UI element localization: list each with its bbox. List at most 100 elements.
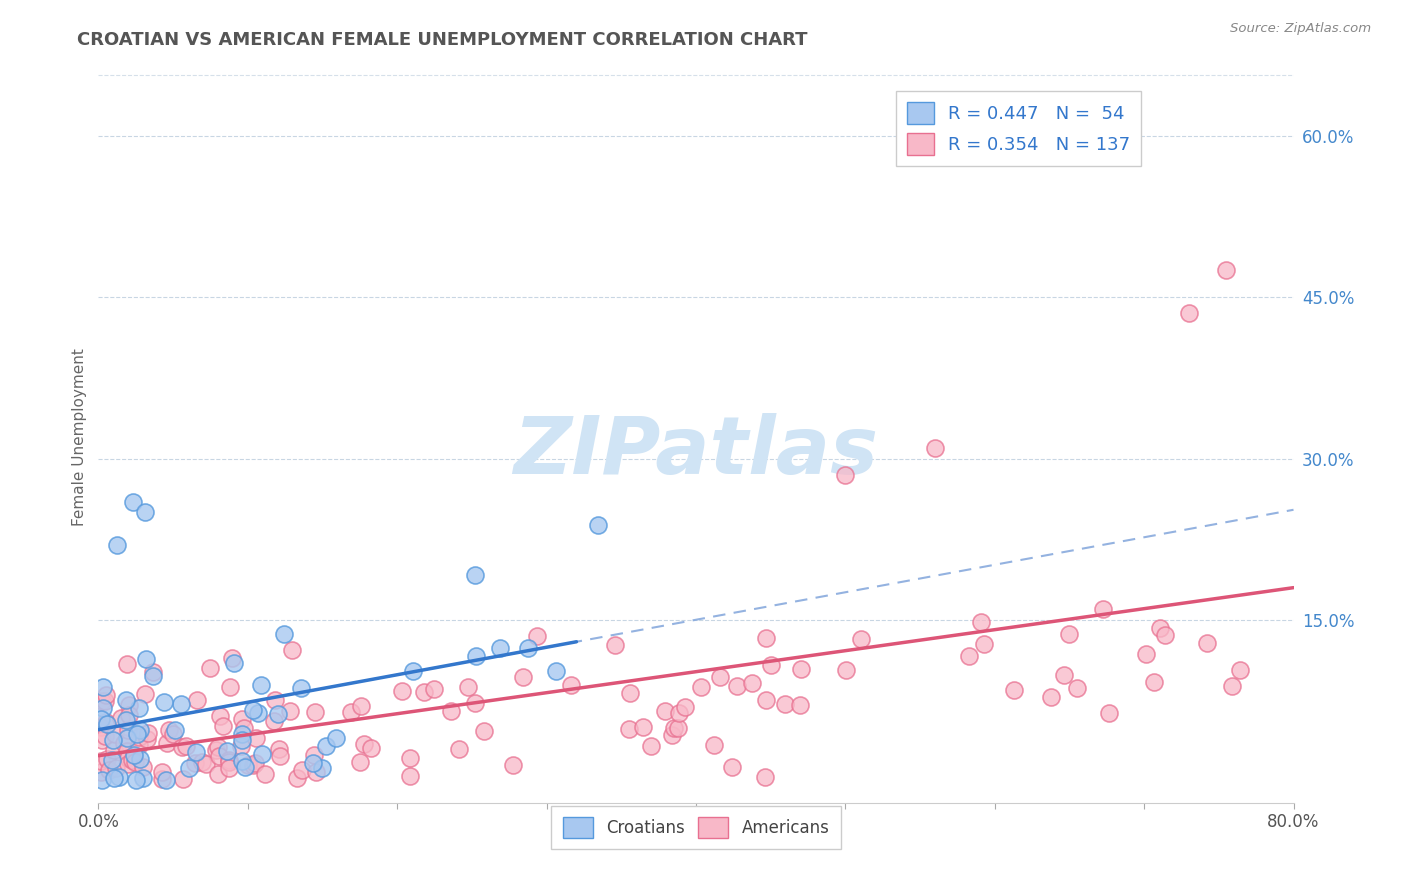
Point [1135,647,1157,661]
Point [957,649,980,664]
Point [402,665,425,679]
Point [1229,664,1251,678]
Point [118,708,141,723]
Point [90,712,112,726]
Point [94,694,117,708]
Point [118,698,141,713]
Point [1149,621,1171,635]
Point [150,772,173,787]
Point [273,627,295,641]
Point [96,688,118,702]
Point [619,722,641,736]
Point [172,772,194,787]
Point [311,760,333,774]
Point [603,638,626,652]
Point [155,773,177,788]
Point [517,640,540,655]
Point [170,739,193,754]
Point [1215,263,1237,277]
Point [247,706,270,721]
Point [117,756,139,771]
Y-axis label: Female Unemployment: Female Unemployment [72,348,87,526]
Point [218,753,240,767]
Point [114,692,136,706]
Point [970,615,993,630]
Point [112,736,135,750]
Point [236,758,259,772]
Point [1014,134,1036,148]
Point [709,670,731,684]
Point [115,731,138,746]
Point [413,685,436,699]
Point [128,730,150,744]
Point [654,705,676,719]
Point [152,765,174,780]
Point [90,733,112,747]
Point [924,441,946,455]
Point [242,758,264,772]
Point [789,698,811,712]
Point [245,731,267,745]
Point [464,568,486,582]
Point [391,684,413,698]
Point [105,538,128,552]
Point [229,739,252,754]
Point [233,760,256,774]
Point [263,714,285,728]
Point [134,687,156,701]
Point [457,681,479,695]
Point [117,750,139,764]
Point [690,680,713,694]
Point [278,704,301,718]
Point [207,739,229,754]
Point [512,670,534,684]
Text: ZIPatlas: ZIPatlas [513,413,879,491]
Point [231,754,253,768]
Point [834,467,856,482]
Point [349,755,371,769]
Point [124,747,146,762]
Point [304,705,326,719]
Point [301,756,323,771]
Point [157,723,180,737]
Point [290,681,312,695]
Point [447,742,470,756]
Point [302,747,325,762]
Point [162,727,184,741]
Point [211,719,233,733]
Point [464,648,486,663]
Point [90,765,112,780]
Point [661,728,683,742]
Point [353,737,375,751]
Point [165,723,187,737]
Point [101,753,124,767]
Point [725,679,748,693]
Point [142,668,165,682]
Point [104,727,127,741]
Point [153,695,176,709]
Point [218,755,240,769]
Point [1066,681,1088,695]
Point [90,720,112,734]
Point [191,755,214,769]
Point [1197,635,1219,649]
Point [91,694,114,708]
Point [253,766,276,780]
Point [1153,628,1175,642]
Point [619,685,641,699]
Point [267,741,290,756]
Point [231,733,253,747]
Point [755,693,778,707]
Legend: Croatians, Americans: Croatians, Americans [551,805,841,849]
Point [184,756,207,770]
Point [664,721,686,735]
Point [1091,602,1114,616]
Point [103,743,125,757]
Point [215,744,238,758]
Point [117,723,139,738]
Point [1143,675,1166,690]
Point [96,717,118,731]
Point [851,632,873,647]
Point [208,708,231,723]
Point [218,761,240,775]
